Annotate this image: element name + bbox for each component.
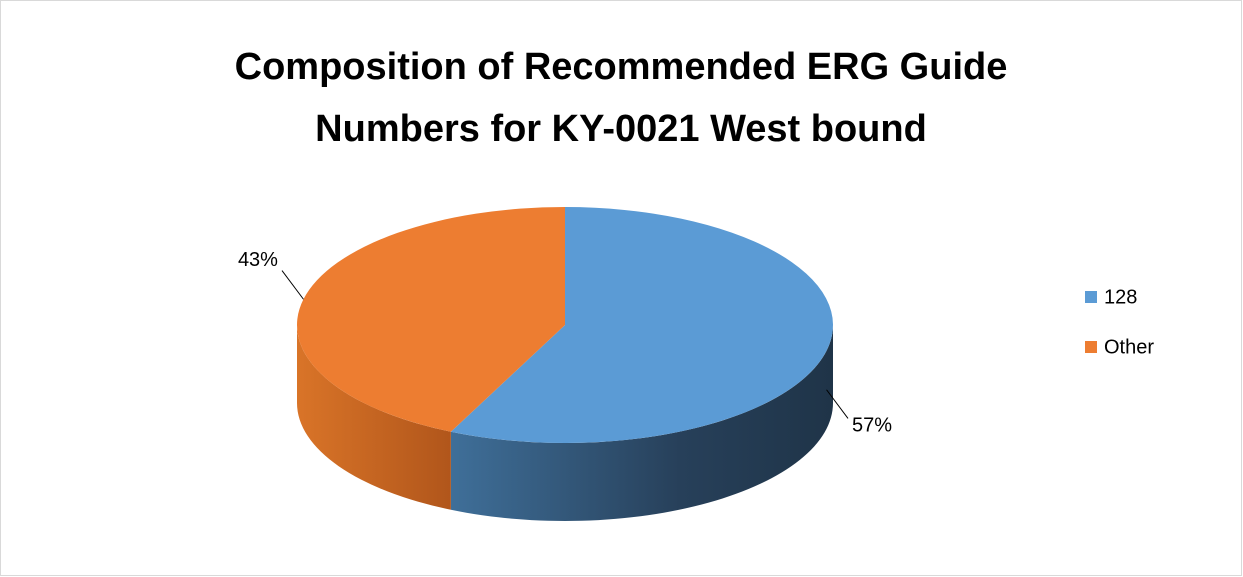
data-label: 57% — [852, 415, 892, 437]
legend-label: Other — [1104, 336, 1154, 358]
legend-swatch — [1085, 341, 1097, 353]
legend-swatch — [1085, 291, 1097, 303]
chart-title: Composition of Recommended ERG Guide Num… — [234, 46, 1008, 150]
slice — [296, 207, 565, 432]
leader-line — [281, 270, 304, 300]
data-label: 43% — [238, 249, 278, 271]
slice — [450, 207, 833, 443]
leader-line — [826, 389, 849, 419]
legend-label: 128 — [1104, 286, 1137, 308]
slice-side — [297, 325, 451, 510]
slice-side — [450, 325, 833, 521]
